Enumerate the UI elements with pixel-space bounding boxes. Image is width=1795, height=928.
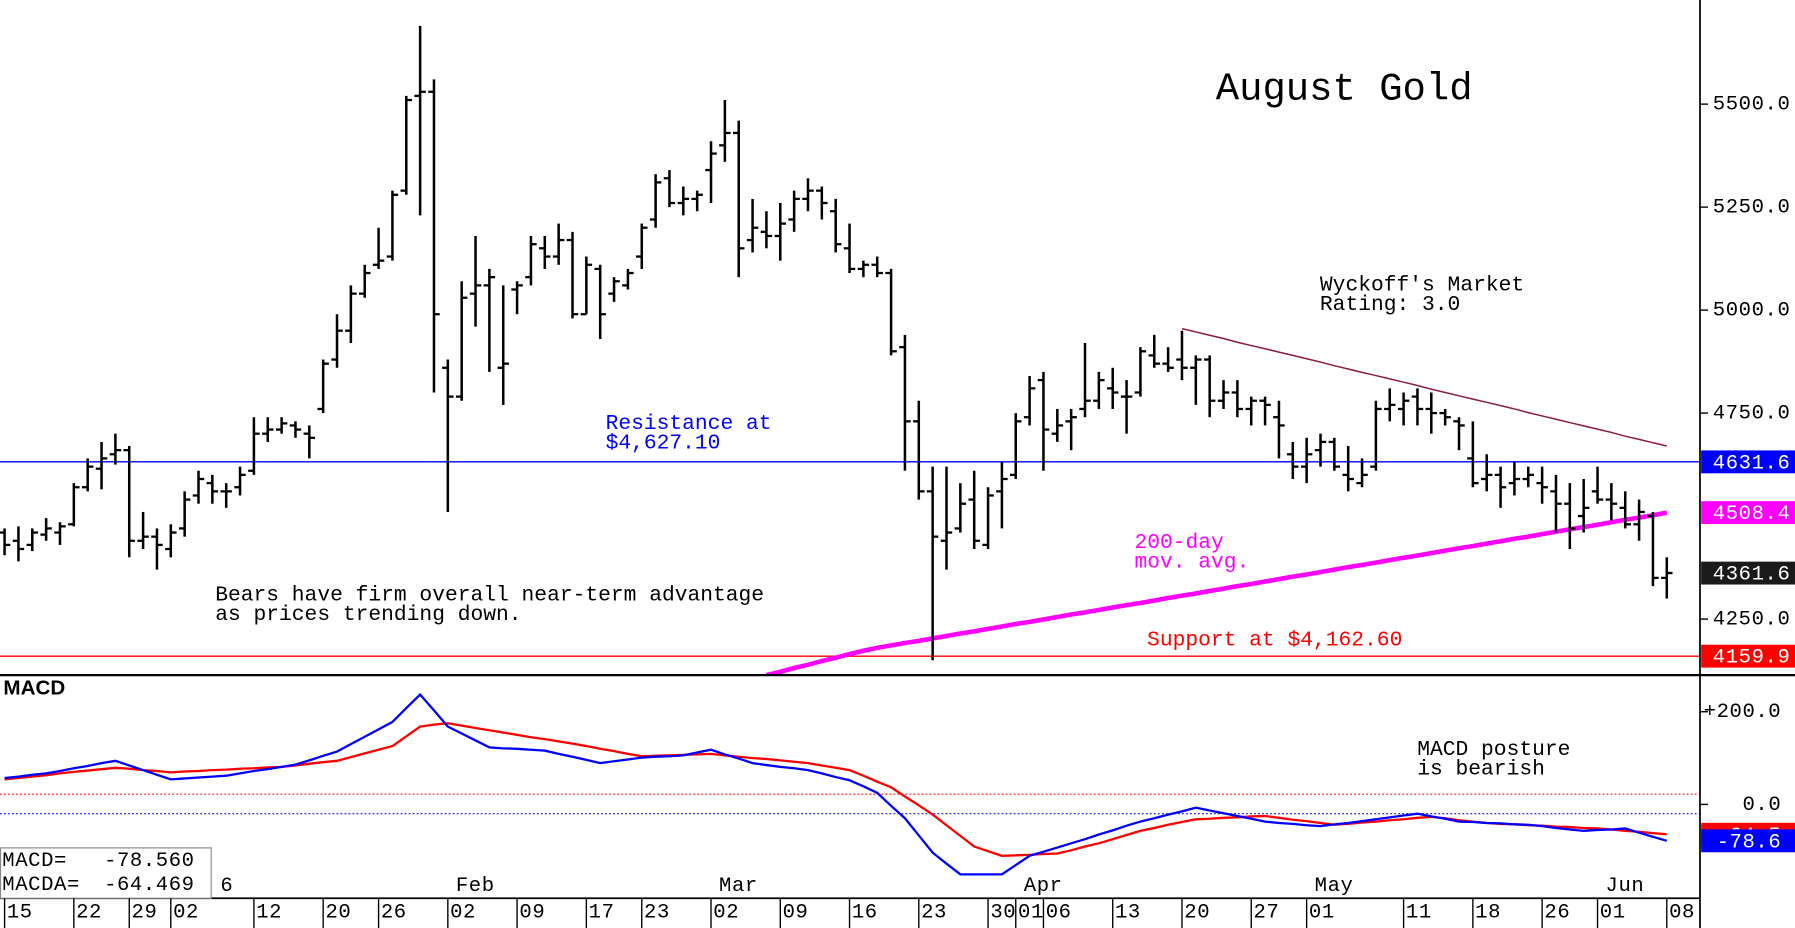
x-tick-label: 18 [1475,901,1501,924]
x-tick-label: 20 [325,901,351,924]
value-box-label: 4361.6 [1713,564,1791,587]
y-tick-label: 5000.0 [1713,300,1791,323]
y-tick-label: 0.0 [1742,794,1781,817]
value-box [1701,561,1795,585]
annotation: 200-day [1134,531,1224,555]
x-tick-label: 01 [1600,901,1626,924]
y-tick-label: 4250.0 [1713,608,1791,631]
readout-label: MACDA= [2,874,80,897]
x-tick-label: 26 [381,901,407,924]
annotation: Bears have firm overall near-term advant… [215,584,764,608]
annotation: Wyckoff's Market [1320,274,1524,298]
value-box [1701,450,1795,474]
x-tick-label: 13 [1115,901,1141,924]
month-label: May [1315,875,1354,898]
annotation: is bearish [1417,758,1545,782]
annotation: MACD posture [1417,738,1570,762]
x-tick-label: 26 [1544,901,1570,924]
y-tick-label: +200.0 [1704,701,1782,724]
x-tick-label: 09 [519,901,545,924]
trend-line [1181,327,1667,447]
value-box-label: 4159.9 [1713,647,1791,670]
x-tick-label: 27 [1254,901,1280,924]
x-tick-label: 30 [990,901,1016,924]
value-box [1701,829,1795,853]
month-label: Apr [1024,875,1063,898]
x-tick-label: 15 [7,901,33,924]
value-box-label: 4508.4 [1713,503,1791,526]
y-tick-label: 4750.0 [1713,403,1791,426]
x-tick-label: 08 [1669,901,1695,924]
month-label: Mar [719,875,758,898]
x-tick-label: 01 [1018,901,1044,924]
x-tick-label: 02 [173,901,199,924]
month-label: Feb [456,875,495,898]
x-tick-label: 02 [450,901,476,924]
x-tick-label: 09 [783,901,809,924]
annotation: Support at $4,162.60 [1147,628,1402,652]
chart-title: August Gold [1216,68,1473,112]
x-tick-label: 02 [713,901,739,924]
value-box-label: 4631.6 [1713,452,1791,475]
macd-title: MACD [3,676,65,699]
value-box-label: -78.6 [1717,831,1782,854]
x-tick-label: 16 [852,901,878,924]
price-panel [0,25,1700,676]
annotation: $4,627.10 [606,431,721,455]
y-tick-label: 5500.0 [1713,94,1791,117]
readout-value: -78.560 [104,850,195,873]
readout-value: -64.469 [104,874,195,897]
x-tick-label: 20 [1184,901,1210,924]
macd-panel [0,692,1700,876]
x-tick-label: 23 [921,901,947,924]
x-tick-label: 06 [1046,901,1072,924]
annotation: as prices trending down. [215,603,521,627]
x-tick-label: 11 [1406,901,1432,924]
axes: 4250.0 4750.0 5000.0 5250.0 5500.0 0.0 +200.0 4… [1699,94,1795,854]
annotation: Rating: 3.0 [1320,293,1460,317]
annotation: Resistance at [606,412,772,436]
x-tick-label: 01 [1309,901,1335,924]
x-tick-label: 29 [132,901,158,924]
y-tick-label: 5250.0 [1713,197,1791,220]
month-label: 6 [220,875,233,898]
x-tick-label: 17 [589,901,615,924]
x-tick-label: 23 [644,901,670,924]
x-tick-label: 22 [76,901,102,924]
month-label: Jun [1606,875,1645,898]
annotation: mov. avg. [1134,550,1249,574]
value-box [1701,501,1795,525]
readout-label: MACD= [2,850,67,873]
moving-average [765,510,1668,676]
macd-line [4,692,1668,876]
readout-box [0,847,212,899]
value-box [1701,644,1795,668]
x-tick-label: 12 [256,901,282,924]
